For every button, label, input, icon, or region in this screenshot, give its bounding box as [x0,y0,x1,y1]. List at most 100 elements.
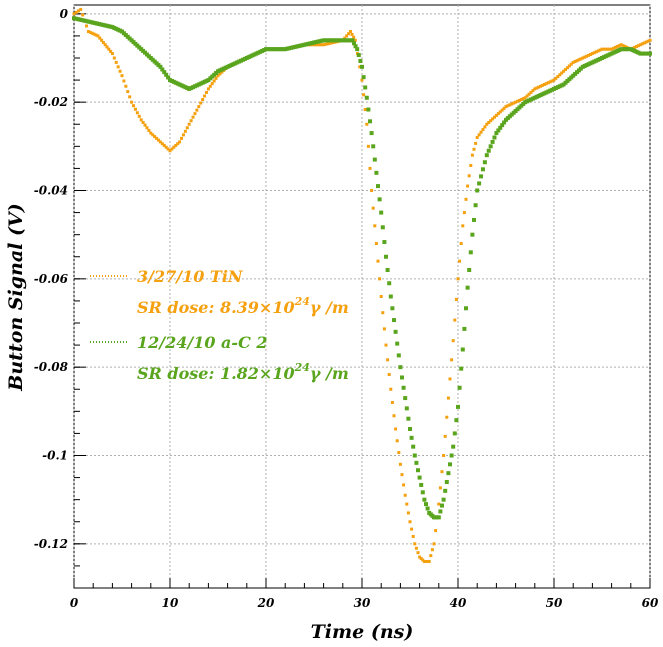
data-point [440,470,444,474]
data-point [347,32,351,36]
data-point [638,43,642,47]
data-point [470,232,475,237]
data-point [633,45,637,49]
data-point [598,48,602,52]
data-point [514,100,518,104]
data-point [316,43,320,47]
data-point [168,149,172,153]
data-point [358,65,362,69]
data-point [327,41,331,45]
data-point [494,113,498,117]
data-point [164,72,169,77]
data-point [646,39,650,43]
data-point [72,12,76,16]
data-point [512,101,516,105]
data-point [112,56,116,60]
data-point [201,98,205,102]
data-point [496,112,500,116]
data-point [126,90,130,94]
data-point [183,129,187,133]
data-point [517,98,521,102]
data-point [539,84,543,88]
data-point [579,57,583,61]
data-point [322,43,326,47]
data-point [324,42,328,46]
data-point [480,167,485,172]
legend-dose: SR dose: 8.39×1024γ /m [137,295,349,317]
data-point [484,153,489,158]
data-point [358,58,363,63]
data-point [143,123,147,127]
data-point [438,509,443,514]
data-point [352,41,356,46]
data-point [523,96,527,100]
data-point [218,72,222,76]
data-point [441,497,446,502]
legend: 3/27/10 TiN SR dose: 8.39×1024γ /m 12/24/1… [90,267,349,383]
data-point [496,128,501,133]
data-point [156,138,160,142]
data-point [406,416,411,421]
data-point [510,102,514,106]
data-point [500,123,505,128]
data-point [419,557,423,561]
data-point [446,471,451,476]
data-point [486,148,491,153]
data-point [396,353,401,358]
data-point [492,115,496,119]
data-point [398,462,402,466]
data-point [388,294,393,299]
data-point [612,46,616,50]
data-point [212,79,216,83]
data-point [475,136,479,139]
data-point [571,60,575,64]
data-point [122,79,126,83]
data-point [185,126,189,130]
data-point [101,41,105,45]
data-point [565,66,569,70]
data-point [458,259,462,263]
y-axis-title: Button Signal (V) [5,203,27,391]
data-point [376,259,380,263]
data-point [564,67,568,71]
data-point [374,242,378,245]
data-point [392,318,396,323]
data-point [498,110,502,114]
data-point [363,108,367,112]
data-point [581,56,585,60]
y-tick-label: -0.02 [34,95,68,109]
data-point [384,254,388,259]
data-point [644,40,648,44]
legend-item: 3/27/10 TiN SR dose: 8.39×1024γ /m [90,267,349,317]
data-point [594,50,598,54]
data-point [162,70,167,75]
data-point [403,493,407,497]
data-point [408,520,412,524]
data-point [132,104,136,108]
data-point [445,415,449,419]
data-point [353,44,358,49]
data-point [596,49,600,53]
data-point [592,51,596,55]
data-point [414,460,419,465]
data-point [172,145,176,149]
data-point [562,69,566,73]
data-point [537,85,541,89]
data-point [366,107,371,112]
data-point [535,86,539,90]
y-tick-label: -0.04 [34,184,68,198]
data-point [133,107,137,111]
data-point [479,130,483,134]
data-point [521,97,525,101]
y-tick-label: 0 [60,7,69,21]
data-point [417,475,422,480]
data-point [365,122,369,126]
data-point [610,47,614,51]
data-point [443,488,448,493]
legend-dose: SR dose: 1.82×1024γ /m [137,361,349,383]
data-point [531,89,535,93]
data-point [459,366,464,371]
data-point [381,311,385,315]
legend-label: 12/24/10 a-C 2 [137,333,268,352]
